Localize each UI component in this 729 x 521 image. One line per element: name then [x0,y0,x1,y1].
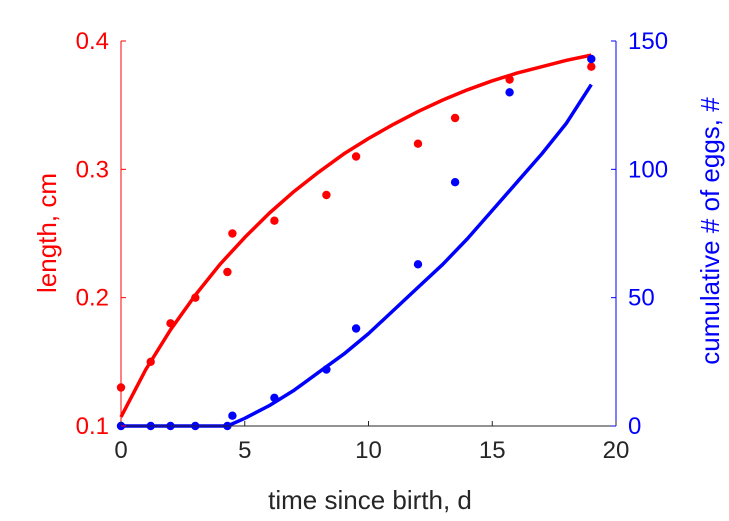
y-right-tick-label: 100 [628,156,668,183]
eggs-data-point [351,324,361,333]
length-fit-line [119,53,592,418]
x-tick-label: 0 [114,437,127,464]
y-right-tick-label: 0 [628,413,641,440]
length-data-point [450,113,460,123]
length-data-point [322,190,331,200]
length-data-point [146,357,155,366]
x-tick-label: 20 [603,437,630,464]
length-data-point [270,216,279,225]
x-axis-title: time since birth, d [268,485,472,515]
y-left-axis-title: length, cm [32,173,62,293]
length-data-point [191,293,200,302]
length-data-point [223,267,232,277]
eggs-data-point [228,411,237,420]
y-left-tick-label: 0.2 [76,285,109,312]
length-data-point [228,229,237,238]
plot-area [116,53,596,431]
length-data-point [166,319,175,328]
length-data-point [413,139,423,148]
y-right-axis-title: cumulative # of eggs, # [695,97,725,365]
eggs-data-point [505,88,514,97]
y-right-tick-label: 50 [628,285,655,312]
eggs-data-point [450,178,460,187]
x-tick-label: 5 [238,437,251,464]
length-data-point [351,152,361,161]
eggs-fit-line [121,83,593,428]
axes: 0 5 10 15 20 0.1 0.2 0.3 0.4 0 50 100 150 [76,28,668,464]
eggs-data-point [270,393,279,402]
eggs-data-point [413,260,423,269]
y-left-tick-label: 0.4 [76,28,109,55]
y-right-tick-label: 150 [628,28,668,55]
y-left-tick-label: 0.3 [76,156,109,183]
length-data-point [505,75,514,84]
x-tick-label: 10 [355,437,382,464]
eggs-data-point [587,54,596,64]
eggs-data-point [322,365,331,374]
y-left-tick-label: 0.1 [76,413,109,440]
x-tick-label: 15 [479,437,506,464]
length-data-point [587,62,596,71]
